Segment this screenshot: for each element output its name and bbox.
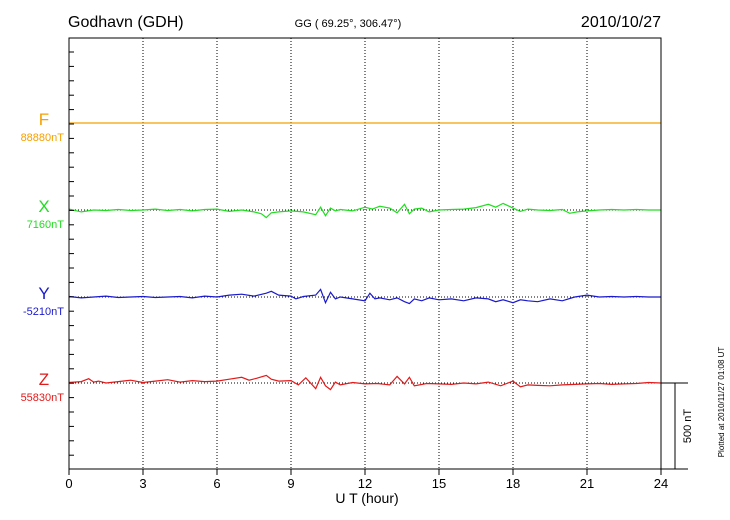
scale-bar: 500 nT [661,382,694,470]
x-axis-ticks: 0 3 6 9 12 15 18 21 24 [65,469,668,491]
x-tick-label-6: 6 [213,476,220,491]
x-axis-label: U T (hour) [335,490,398,506]
x-tick-label-18: 18 [506,476,520,491]
x-tick-label-15: 15 [432,476,446,491]
series-X-baseline-value: 7160nT [27,219,65,231]
series-F-name: F [39,110,49,129]
series-Y-line [68,288,661,305]
station-title: Godhavn (GDH) [68,14,184,31]
series-X-name: X [38,197,49,216]
plotted-note: Plotted at 2010/11/27 01:08 UT [717,347,726,458]
station-coords: GG ( 69.25°, 306.47°) [295,18,402,30]
x-tick-label-3: 3 [139,476,146,491]
series-F-baseline-value: 88880nT [21,132,65,144]
x-tick-label-24: 24 [654,476,668,491]
vertical-gridlines [142,38,588,469]
scale-bar-label: 500 nT [682,409,694,444]
x-tick-label-0: 0 [65,476,72,491]
chart-date: 2010/10/27 [581,14,661,31]
x-tick-label-9: 9 [287,476,294,491]
series-Z-baseline-value: 55830nT [21,392,65,404]
series-X-line [68,202,661,219]
left-tick-marks [69,51,74,456]
series-Z-name: Z [39,370,49,389]
series-labels: F 88880nT X 7160nT Y -5210nT Z 55830nT [21,110,65,404]
x-tick-label-21: 21 [580,476,594,491]
series-lines [68,122,662,391]
series-Y-baseline-value: -5210nT [23,306,64,318]
series-Z-line [68,374,662,391]
x-tick-label-12: 12 [358,476,372,491]
series-Y-name: Y [38,284,49,303]
